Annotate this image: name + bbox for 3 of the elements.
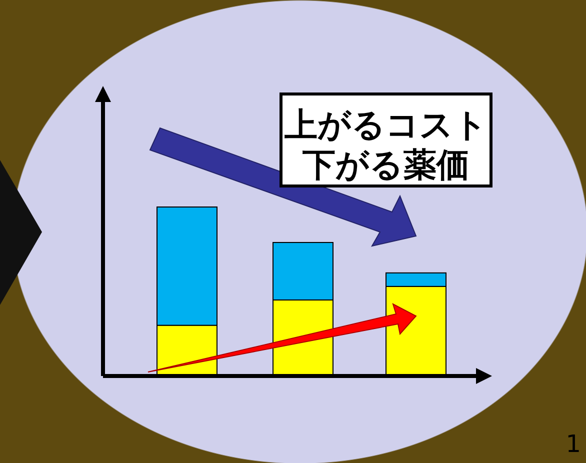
chart-subtitle: 下がる薬価 bbox=[302, 145, 470, 184]
text: 1 bbox=[566, 430, 581, 458]
chart-title: 上がるコスト bbox=[284, 105, 488, 144]
